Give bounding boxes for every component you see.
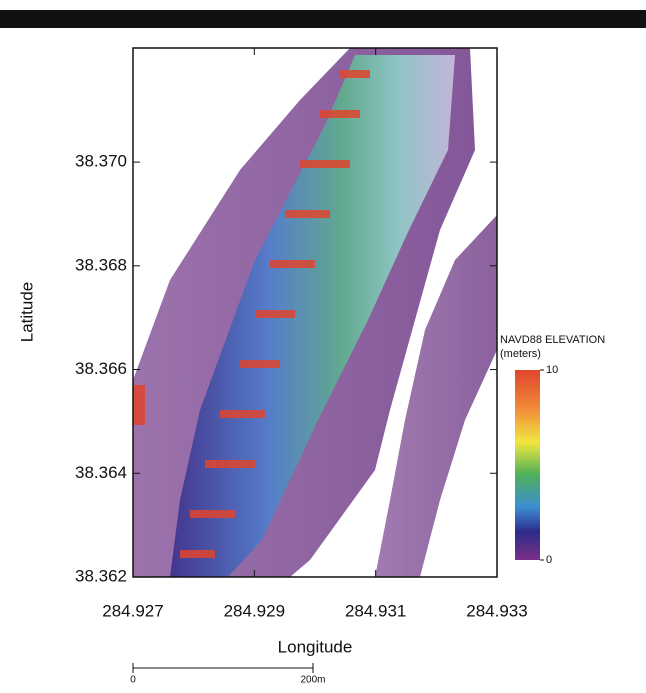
scale-label: 0 [130,675,136,686]
colorbar [515,370,540,560]
plot-frame [132,47,498,578]
colorbar-tick-label: 0 [546,554,552,566]
y-axis-label: Latitude [17,282,36,343]
colorbar-tick-label: 10 [546,364,558,376]
y-tick-label: 38.366 [75,359,127,378]
y-tick-label: 38.368 [75,255,127,274]
y-tick-label: 38.362 [75,566,127,585]
header-bar [0,10,646,28]
y-tick-label: 38.370 [75,152,127,171]
x-tick-label: 284.931 [345,601,406,620]
scale-label: 200m [300,675,325,686]
x-tick-label: 284.927 [102,601,163,620]
x-axis-label: Longitude [278,637,353,656]
colorbar-title: NAVD88 ELEVATION [500,334,605,346]
x-tick-label: 284.933 [466,601,527,620]
colorbar-unit: (meters) [500,348,541,360]
y-tick-label: 38.364 [75,463,127,482]
x-tick-label: 284.929 [224,601,285,620]
swath [133,48,497,577]
